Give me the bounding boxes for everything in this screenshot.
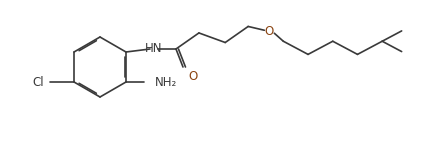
Text: Cl: Cl <box>32 76 44 88</box>
Text: O: O <box>265 25 274 38</box>
Text: NH₂: NH₂ <box>155 76 177 88</box>
Text: HN: HN <box>145 41 163 55</box>
Text: O: O <box>188 70 197 83</box>
